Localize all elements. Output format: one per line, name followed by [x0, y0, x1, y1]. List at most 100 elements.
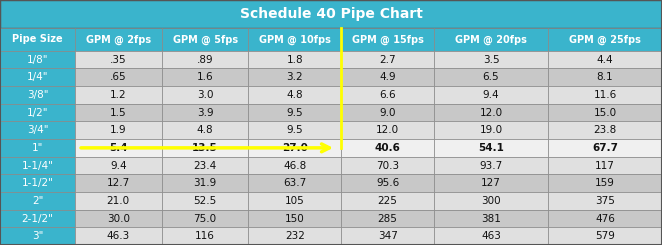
- Text: 11.6: 11.6: [593, 90, 616, 100]
- Bar: [248, 139, 342, 157]
- Bar: [434, 227, 548, 245]
- Text: 67.7: 67.7: [592, 143, 618, 153]
- Bar: [248, 227, 342, 245]
- Bar: [434, 86, 548, 104]
- Text: 381: 381: [481, 213, 501, 223]
- Bar: [548, 68, 662, 86]
- Bar: [342, 68, 434, 86]
- Bar: [548, 227, 662, 245]
- Bar: [434, 157, 548, 174]
- Bar: [434, 68, 548, 86]
- Text: 63.7: 63.7: [283, 178, 307, 188]
- Text: 1.5: 1.5: [110, 108, 126, 118]
- Text: .89: .89: [197, 55, 213, 64]
- Bar: [75, 210, 162, 227]
- Text: 75.0: 75.0: [193, 213, 216, 223]
- Text: 1.9: 1.9: [110, 125, 126, 135]
- Bar: [162, 121, 248, 139]
- Text: 5.4: 5.4: [109, 143, 128, 153]
- Bar: [75, 227, 162, 245]
- Bar: [75, 157, 162, 174]
- Bar: [0, 157, 75, 174]
- Bar: [162, 192, 248, 210]
- Bar: [0, 68, 75, 86]
- Text: 1/4": 1/4": [26, 72, 48, 82]
- Text: 9.5: 9.5: [287, 125, 303, 135]
- Bar: [0, 0, 662, 28]
- Bar: [75, 121, 162, 139]
- Text: 46.3: 46.3: [107, 231, 130, 241]
- Bar: [248, 174, 342, 192]
- Bar: [75, 51, 162, 68]
- Text: 15.0: 15.0: [593, 108, 616, 118]
- Bar: [434, 139, 548, 157]
- Text: 21.0: 21.0: [107, 196, 130, 206]
- Text: 2.7: 2.7: [379, 55, 396, 64]
- Text: GPM @ 10fps: GPM @ 10fps: [259, 34, 331, 45]
- Text: 23.4: 23.4: [193, 160, 216, 171]
- Bar: [162, 51, 248, 68]
- Bar: [0, 86, 75, 104]
- Bar: [248, 51, 342, 68]
- Bar: [342, 174, 434, 192]
- Text: 300: 300: [481, 196, 501, 206]
- Text: 12.0: 12.0: [479, 108, 502, 118]
- Bar: [434, 210, 548, 227]
- Text: 9.5: 9.5: [287, 108, 303, 118]
- Text: 3": 3": [32, 231, 43, 241]
- Text: Pipe Size: Pipe Size: [12, 35, 63, 44]
- Bar: [548, 157, 662, 174]
- Text: 1": 1": [32, 143, 43, 153]
- Bar: [248, 68, 342, 86]
- Bar: [162, 28, 248, 51]
- Text: 232: 232: [285, 231, 305, 241]
- Bar: [162, 210, 248, 227]
- Bar: [162, 86, 248, 104]
- Bar: [75, 68, 162, 86]
- Bar: [434, 192, 548, 210]
- Text: 30.0: 30.0: [107, 213, 130, 223]
- Bar: [75, 86, 162, 104]
- Text: 116: 116: [195, 231, 215, 241]
- Bar: [162, 104, 248, 121]
- Bar: [248, 121, 342, 139]
- Bar: [0, 104, 75, 121]
- Text: 150: 150: [285, 213, 305, 223]
- Text: 127: 127: [481, 178, 501, 188]
- Bar: [0, 210, 75, 227]
- Bar: [342, 192, 434, 210]
- Text: 3/4": 3/4": [26, 125, 48, 135]
- Text: 3.9: 3.9: [197, 108, 213, 118]
- Bar: [0, 227, 75, 245]
- Text: GPM @ 20fps: GPM @ 20fps: [455, 34, 527, 45]
- Text: 476: 476: [595, 213, 615, 223]
- Bar: [342, 210, 434, 227]
- Text: 3/8": 3/8": [26, 90, 48, 100]
- Text: 52.5: 52.5: [193, 196, 216, 206]
- Text: 1/2": 1/2": [26, 108, 48, 118]
- Text: 9.4: 9.4: [110, 160, 126, 171]
- Text: 1.6: 1.6: [197, 72, 213, 82]
- Bar: [248, 104, 342, 121]
- Bar: [75, 174, 162, 192]
- Text: 12.7: 12.7: [107, 178, 130, 188]
- Bar: [548, 86, 662, 104]
- Bar: [75, 192, 162, 210]
- Text: 9.4: 9.4: [483, 90, 499, 100]
- Text: 6.6: 6.6: [379, 90, 396, 100]
- Bar: [342, 227, 434, 245]
- Text: 4.4: 4.4: [596, 55, 613, 64]
- Text: 93.7: 93.7: [479, 160, 502, 171]
- Text: 579: 579: [595, 231, 615, 241]
- Bar: [342, 104, 434, 121]
- Text: 2-1/2": 2-1/2": [21, 213, 54, 223]
- Bar: [75, 28, 162, 51]
- Bar: [0, 174, 75, 192]
- Text: 6.5: 6.5: [483, 72, 499, 82]
- Text: 375: 375: [595, 196, 615, 206]
- Bar: [548, 104, 662, 121]
- Bar: [342, 157, 434, 174]
- Bar: [548, 51, 662, 68]
- Text: 70.3: 70.3: [376, 160, 399, 171]
- Bar: [548, 192, 662, 210]
